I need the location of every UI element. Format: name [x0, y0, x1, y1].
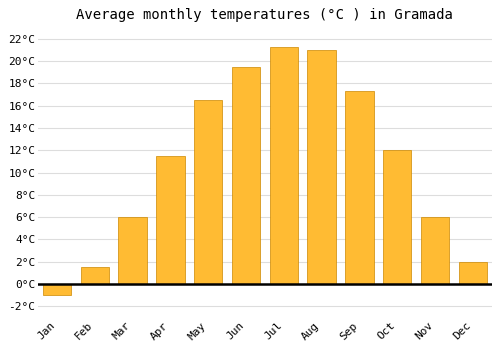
Bar [118, 217, 147, 284]
Bar [43, 284, 71, 295]
Bar [308, 50, 336, 284]
Bar [156, 156, 184, 284]
Bar [458, 262, 487, 284]
Bar [80, 267, 109, 284]
Bar [270, 47, 298, 284]
Bar [194, 100, 222, 284]
Bar [345, 91, 374, 284]
Bar [421, 217, 449, 284]
Title: Average monthly temperatures (°C ) in Gramada: Average monthly temperatures (°C ) in Gr… [76, 8, 454, 22]
Bar [383, 150, 412, 284]
Bar [232, 67, 260, 284]
